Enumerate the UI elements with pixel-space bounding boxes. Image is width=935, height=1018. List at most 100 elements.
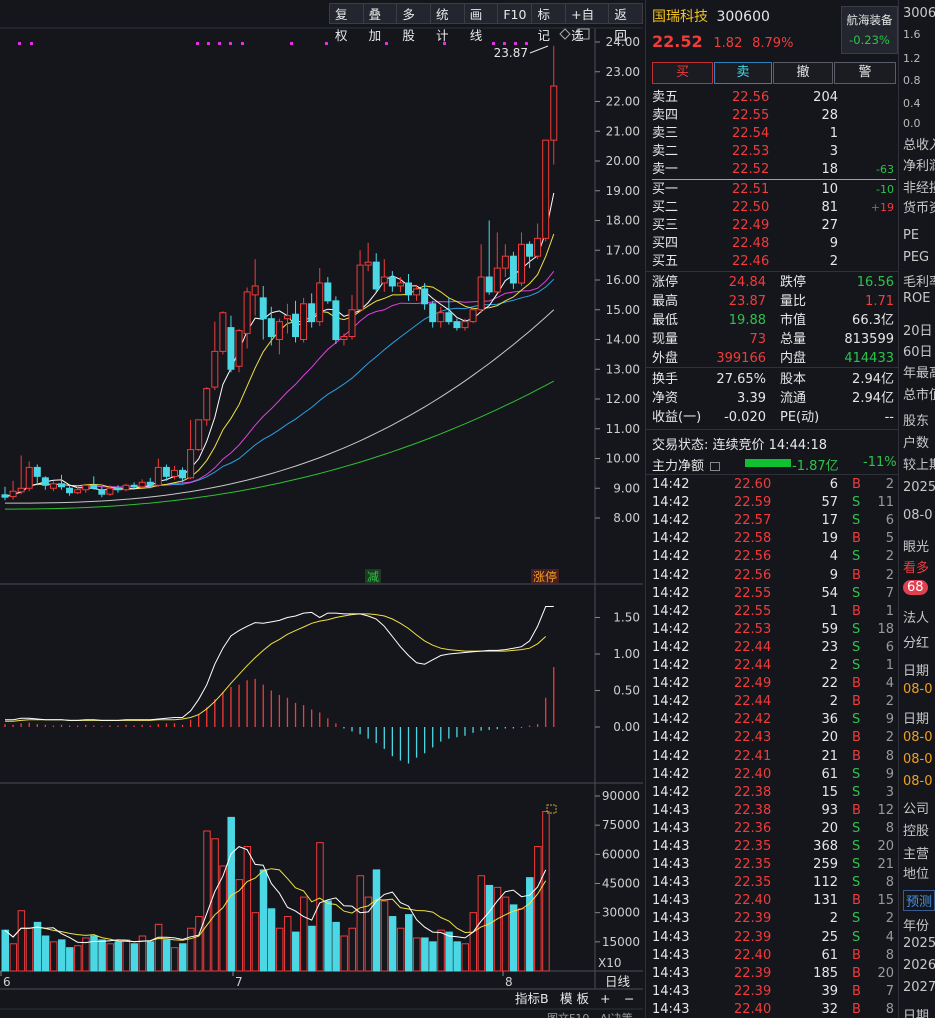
buys-level-row[interactable]: 买一 22.51 10 -10 [646, 181, 899, 199]
candle[interactable] [90, 476, 98, 490]
bottom-tab-0[interactable]: 指标B [515, 991, 549, 1006]
candle[interactable] [275, 318, 283, 355]
cancel-order-button[interactable]: 撤 [773, 62, 833, 84]
candle[interactable] [33, 464, 41, 486]
candle[interactable] [162, 464, 170, 481]
candle[interactable] [251, 259, 259, 316]
toolbar-button-6[interactable]: 标记 [531, 3, 567, 43]
bottom-tab-label[interactable]: 模 板 [560, 991, 589, 1006]
toolbar-button-4[interactable]: 画线 [463, 3, 499, 43]
toolbar-button-7[interactable]: +自选 [565, 3, 610, 43]
toolbar-button-1[interactable]: 叠加 [362, 3, 398, 43]
candle[interactable] [356, 250, 364, 312]
candle[interactable] [203, 387, 211, 426]
sells-level-row[interactable]: 卖一 22.52 18 -63 [646, 161, 899, 179]
bottom-strip-label[interactable]: 图文F10 [547, 1011, 589, 1018]
candle[interactable] [1, 486, 9, 501]
candle[interactable] [469, 306, 477, 324]
candle[interactable] [243, 287, 251, 349]
toolbar-button-5[interactable]: F10 [497, 3, 533, 24]
candle[interactable] [146, 477, 154, 489]
bottom-tab-label[interactable]: 指标B [515, 991, 549, 1006]
period-label[interactable]: 日线 [605, 974, 631, 989]
candle[interactable] [413, 285, 421, 301]
candle[interactable] [445, 297, 453, 325]
candle[interactable] [437, 306, 445, 328]
candle[interactable] [421, 282, 429, 310]
candle[interactable] [106, 485, 114, 496]
candle[interactable] [17, 455, 25, 495]
candle[interactable] [130, 482, 138, 490]
candle[interactable] [9, 480, 17, 500]
candle[interactable] [485, 220, 493, 295]
toolbar-button-2[interactable]: 多股 [396, 3, 432, 43]
candle[interactable] [534, 223, 542, 260]
candle[interactable] [453, 318, 461, 331]
candle[interactable] [550, 45, 558, 165]
bottom-tab-label[interactable]: − [624, 991, 634, 1006]
candle[interactable] [211, 321, 219, 391]
candle[interactable] [477, 244, 485, 313]
buys-level-row[interactable]: 买二 22.50 81 +19 [646, 199, 899, 217]
candle[interactable] [542, 139, 550, 242]
candle[interactable] [429, 300, 437, 328]
bottom-tab-3[interactable]: − [624, 991, 634, 1006]
bottom-tab-label[interactable]: + [600, 991, 610, 1006]
candle[interactable] [501, 244, 509, 278]
buys-level-row[interactable]: 买五 22.46 2 [646, 253, 899, 271]
sells-level-row[interactable]: 卖二 22.53 3 [646, 143, 899, 161]
candle[interactable] [66, 485, 74, 496]
candle[interactable] [195, 419, 203, 452]
candle[interactable] [300, 297, 308, 343]
candle[interactable] [49, 480, 57, 492]
candle[interactable] [187, 419, 195, 480]
sells-level-row[interactable]: 卖三 22.54 1 [646, 125, 899, 143]
candle[interactable] [219, 311, 227, 355]
candle[interactable] [348, 294, 356, 340]
candle[interactable] [267, 306, 275, 346]
candle[interactable] [509, 251, 517, 289]
candle[interactable] [372, 253, 380, 292]
candle[interactable] [308, 293, 316, 328]
candle[interactable] [493, 232, 501, 294]
panel-icon[interactable] [577, 28, 590, 40]
bottom-tab-1[interactable]: 模 板 [560, 991, 589, 1006]
candle[interactable] [340, 333, 348, 346]
candle[interactable] [138, 479, 146, 489]
bottom-strip-label[interactable]: AI决策 [600, 1011, 633, 1018]
toolbar-button-8[interactable]: 返回 [608, 3, 643, 43]
candle[interactable] [227, 315, 235, 373]
candle[interactable] [316, 268, 324, 327]
candle[interactable] [154, 458, 162, 487]
candle[interactable] [114, 485, 122, 493]
candle[interactable] [380, 259, 388, 292]
candle[interactable] [25, 461, 33, 492]
candle[interactable] [179, 467, 187, 483]
candle[interactable] [235, 329, 243, 373]
candle[interactable] [98, 486, 106, 498]
toolbar-button-3[interactable]: 统计 [430, 3, 465, 43]
candle[interactable] [259, 285, 267, 340]
candle[interactable] [461, 318, 469, 331]
alert-button[interactable]: 警 [834, 62, 896, 84]
sells-level-row[interactable]: 卖四 22.55 28 [646, 107, 899, 125]
candle[interactable] [332, 296, 340, 344]
buy-button[interactable]: 买 [652, 62, 713, 84]
candle[interactable] [405, 274, 412, 301]
buys-level-row[interactable]: 买三 22.49 27 [646, 217, 899, 235]
candle[interactable] [364, 242, 372, 272]
buys-level-row[interactable]: 买四 22.48 9 [646, 235, 899, 253]
candle[interactable] [74, 486, 82, 495]
candle[interactable] [517, 232, 525, 286]
sells-level-row[interactable]: 卖五 22.56 204 [646, 89, 899, 107]
related-sector-box[interactable]: 航海装备 -0.23% [841, 6, 898, 54]
kline-chart-area[interactable]: 24.00 23.00 22.00 21.00 20.00 19.00 18.00 17.00… [0, 0, 643, 1018]
toolbar-button-0[interactable]: 复权 [329, 3, 364, 43]
candle[interactable] [324, 277, 332, 304]
candle[interactable] [122, 483, 130, 492]
main-flow-row[interactable]: 主力净额 -1.87亿 -11% [652, 455, 897, 474]
candle[interactable] [396, 277, 404, 292]
candle[interactable] [57, 474, 65, 490]
candle[interactable] [283, 303, 291, 334]
candle[interactable] [170, 465, 178, 480]
